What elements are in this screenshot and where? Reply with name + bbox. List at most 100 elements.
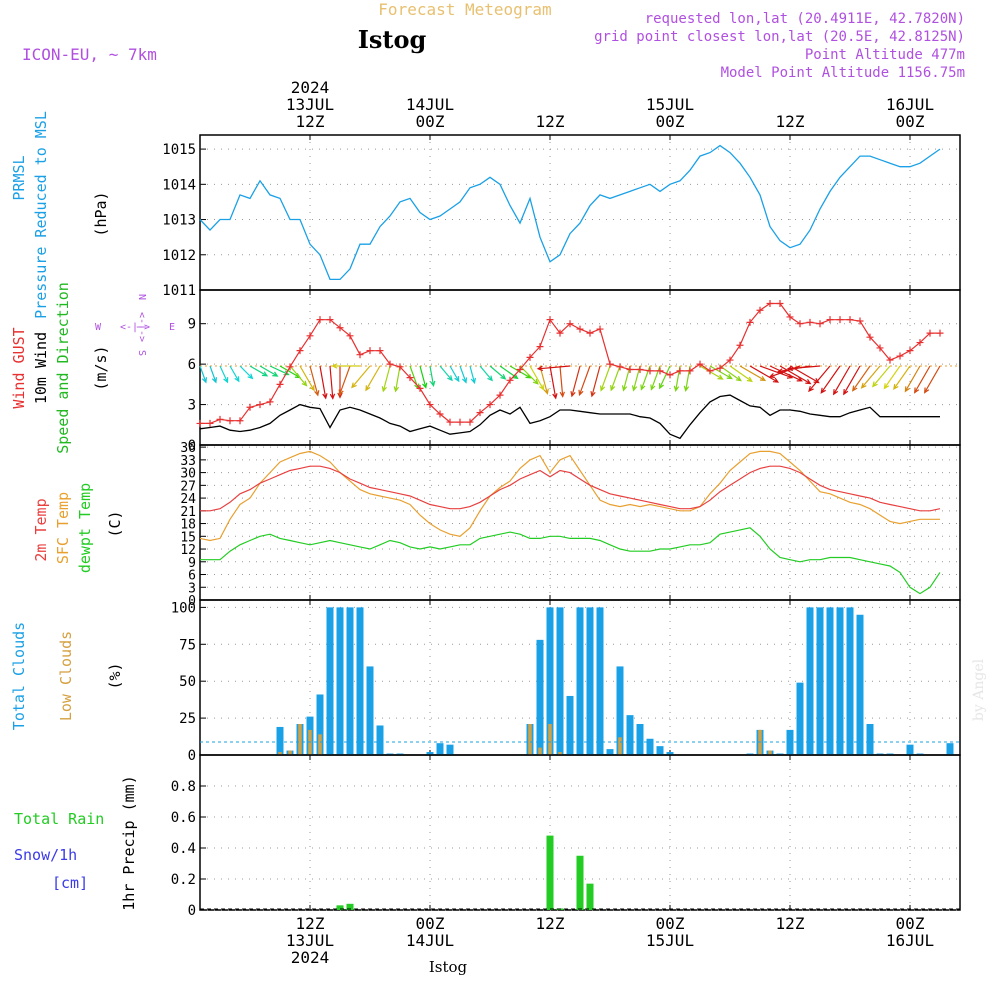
wind-arrow [820, 365, 841, 394]
gust-marker [276, 380, 284, 388]
gust-marker [616, 363, 624, 371]
wind-arrow [769, 365, 803, 382]
total-clouds-label: Total Clouds [10, 622, 28, 730]
gust-marker [716, 364, 724, 372]
rain-label: Total Rain [14, 810, 104, 828]
dewpt-label: dewpt Temp [76, 483, 94, 573]
precip-grid [200, 755, 960, 911]
gust-marker [316, 316, 324, 324]
gust-marker [736, 341, 744, 349]
total-cloud-bar [846, 607, 854, 755]
gust-marker [676, 367, 684, 375]
total-cloud-bar [616, 666, 624, 755]
wind-arrow [924, 365, 941, 394]
model-point-altitude: Model Point Altitude 1156.75m [721, 65, 965, 81]
wind-gust-markers [197, 300, 944, 427]
total-cloud-bar [646, 738, 654, 755]
total-cloud-bar [536, 639, 544, 755]
wind-direction-arrows [199, 363, 941, 400]
compass-south: S [136, 350, 147, 356]
wind-arrow [673, 365, 681, 392]
gust-marker [686, 367, 694, 375]
bottom-time-label: 00Z [656, 914, 685, 933]
wind-arrow [808, 365, 831, 393]
gust-marker [286, 363, 294, 371]
t-y-tick-label: 36 [180, 441, 196, 456]
wind-arrow [578, 365, 591, 397]
p-y-tick-label: 1013 [162, 213, 196, 229]
top-time-label: 00Z [896, 112, 925, 131]
wind-arrow [309, 365, 320, 397]
compass-north: N [136, 294, 147, 300]
bottom-time-label: 12Z [776, 914, 805, 933]
wind-arrow [659, 365, 671, 390]
wind-arrow [338, 365, 351, 396]
total-cloud-bar [856, 614, 864, 755]
wind-arrow [393, 365, 401, 393]
gust-marker [256, 401, 264, 409]
snow-label: Snow/1h [14, 846, 77, 864]
total-cloud-bar [636, 724, 644, 755]
gust-marker [386, 360, 394, 368]
total-cloud-bar [436, 743, 444, 755]
r-y-tick-label: 0.2 [171, 872, 196, 888]
wind-arrow [365, 365, 381, 392]
w-y-tick-label: 6 [188, 357, 196, 373]
gust-marker [556, 329, 564, 337]
wind-arrow [590, 365, 601, 398]
total-cloud-bar [806, 607, 814, 755]
precip-axis-label: 1hr Precip (mm) [120, 775, 138, 910]
top-time-label: 2024 [291, 78, 330, 97]
low-cloud-bar [298, 724, 302, 755]
gust-marker [266, 398, 274, 406]
requested-coords: requested lon,lat (20.4911E, 42.7820N) [645, 11, 965, 27]
bottom-time-label: 14JUL [406, 931, 454, 950]
gust-marker [456, 418, 464, 426]
gust-marker [576, 325, 584, 333]
footer-location: Istog [429, 958, 468, 976]
low-cloud-bar [548, 724, 552, 755]
low-cloud-bar [618, 737, 622, 755]
sfc-temp-line [199, 450, 940, 542]
gust-marker [696, 360, 704, 368]
t-y-tick-label: 3 [188, 581, 196, 596]
t-y-tick-label: 30 [180, 467, 196, 482]
total-cloud-bar [366, 666, 374, 755]
gust-marker [586, 329, 594, 337]
gust-marker [626, 366, 634, 374]
gust-marker [826, 316, 834, 324]
c-y-tick-label: 75 [179, 637, 196, 653]
wind-arrow [570, 365, 581, 398]
wind-arrow [610, 365, 621, 392]
wind-arrow [469, 365, 476, 385]
total-cloud-bar [866, 724, 874, 755]
gust-marker [906, 347, 914, 355]
wind-arrow [419, 365, 428, 389]
gust-marker [606, 360, 614, 368]
pressure-label-desc: Pressure Reduced to MSL [32, 111, 50, 319]
low-cloud-bar [528, 724, 532, 755]
wind-arrow [209, 365, 217, 384]
cloud-bars [276, 607, 954, 755]
wind-arrow [536, 365, 571, 372]
pressure-y-ticks: 1011 1012 1013 1014 1015 [162, 142, 206, 299]
top-time-label: 00Z [416, 112, 445, 131]
product-title: Forecast Meteogram [378, 0, 551, 19]
bottom-time-label: 15JUL [646, 931, 694, 950]
gust-marker [496, 391, 504, 399]
credit-watermark: by Angel [971, 658, 987, 721]
wind-arrow [739, 365, 767, 382]
total-cloud-bar [596, 607, 604, 755]
wind-arrow [289, 365, 308, 387]
snow-unit: [cm] [52, 874, 88, 892]
low-cloud-bar [318, 734, 322, 755]
gust-marker [776, 299, 784, 307]
total-cloud-bar [906, 744, 914, 755]
gust-marker [326, 316, 334, 324]
gust-marker [786, 313, 794, 321]
bottom-time-label: 13JUL [286, 931, 334, 950]
gust-marker [846, 316, 854, 324]
wind-arrow [319, 365, 328, 400]
